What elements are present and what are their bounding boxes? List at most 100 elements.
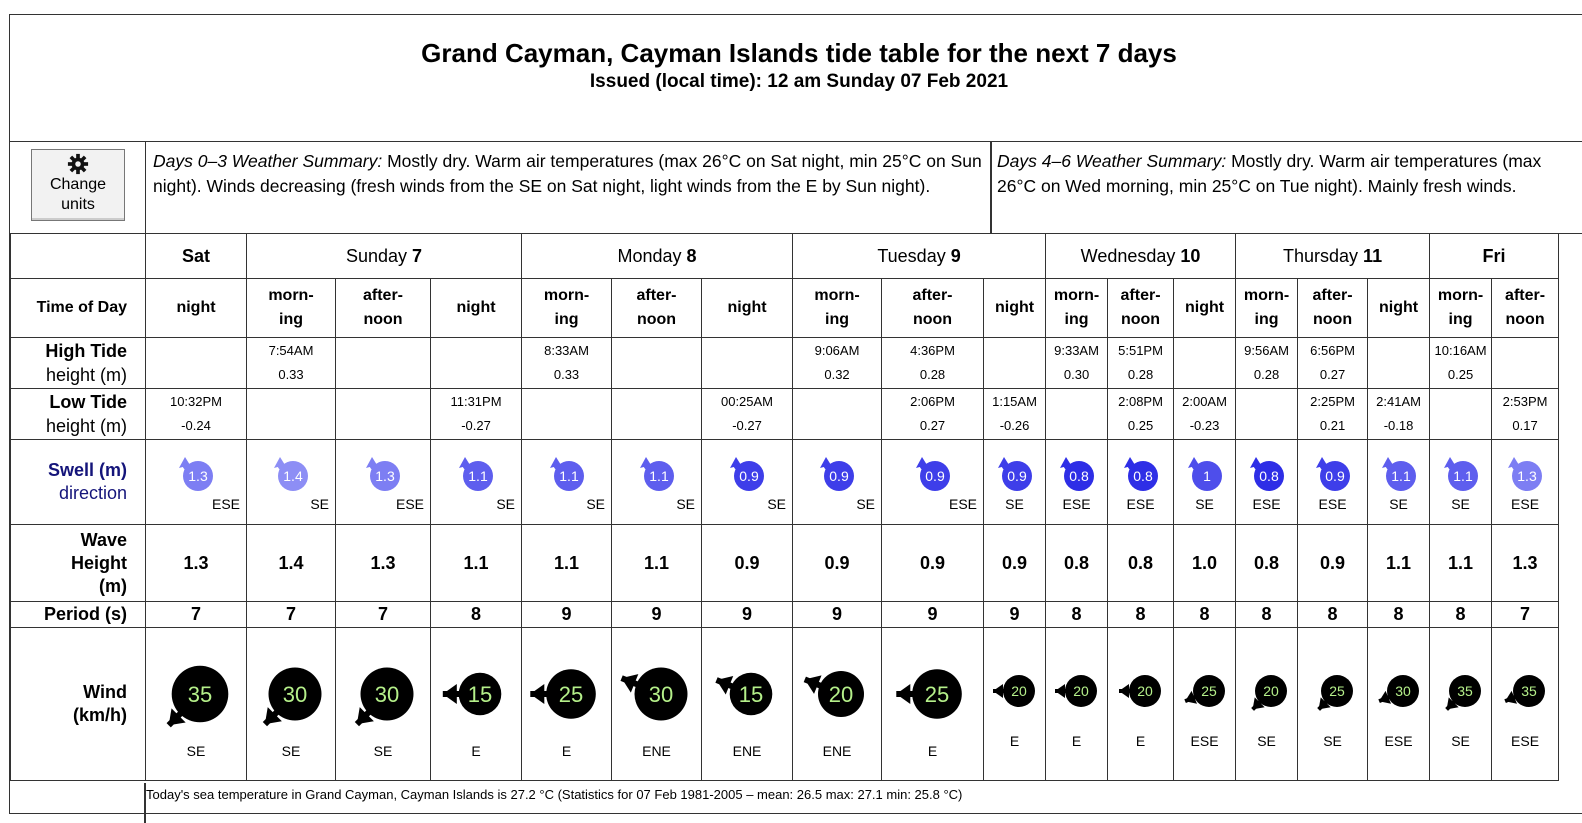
low-tide-time: 11:31PM bbox=[450, 394, 502, 409]
swell-arrow-icon: 0.9 bbox=[820, 457, 855, 491]
swell-cell: 1.3 ESE bbox=[145, 439, 247, 525]
high-tide-cell bbox=[429, 337, 523, 389]
high-tide-cell: 9:06AM 0.32 bbox=[792, 337, 883, 389]
gear-icon bbox=[67, 153, 89, 175]
low-tide-cell bbox=[246, 388, 336, 440]
day-header: Monday 8 bbox=[521, 233, 794, 279]
swell-direction: SE bbox=[310, 496, 329, 512]
time-of-day-cell: morn-ing bbox=[246, 278, 336, 338]
low-tide-cell: 2:25PM 0.21 bbox=[1297, 388, 1369, 440]
swell-height: 0.8 bbox=[1259, 468, 1279, 484]
swell-arrow-icon: 0.9 bbox=[730, 457, 765, 491]
low-tide-height: -0.27 bbox=[461, 418, 491, 433]
day-name: Fri bbox=[1482, 245, 1506, 266]
time-of-day-cell: night bbox=[701, 278, 794, 338]
change-units-button[interactable]: Change units bbox=[31, 149, 125, 221]
swell-height: 0.8 bbox=[1069, 468, 1089, 484]
period-cell: 7 bbox=[335, 601, 431, 628]
wind-direction: SE bbox=[373, 743, 393, 759]
low-tide-cell: 11:31PM -0.27 bbox=[429, 388, 523, 440]
time-of-day: morn-ing bbox=[1437, 287, 1484, 328]
low-tide-cell bbox=[1235, 388, 1299, 440]
time-of-day-cell: night bbox=[1367, 278, 1431, 338]
wave-height: 1.1 bbox=[1386, 552, 1412, 573]
swell-height: 1.4 bbox=[283, 468, 303, 484]
time-of-day-cell: morn-ing bbox=[1235, 278, 1299, 338]
wind-arrow-icon: 20 bbox=[1054, 675, 1097, 707]
day-name: Tuesday bbox=[877, 245, 951, 266]
low-tide-cell bbox=[335, 388, 431, 440]
day-number: 8 bbox=[686, 245, 697, 266]
wind-speed: 25 bbox=[924, 682, 948, 707]
swell-arrow-icon: 1.4 bbox=[274, 457, 308, 491]
swell-arrow-icon: 0.8 bbox=[1249, 457, 1284, 491]
wind-speed: 15 bbox=[468, 682, 492, 707]
high-tide-time: 9:56AM bbox=[1244, 343, 1289, 358]
wind-direction: E bbox=[1071, 733, 1082, 749]
row-label: Wind (km/h) bbox=[10, 627, 146, 781]
sea-temperature-note: Today's sea temperature in Grand Cayman,… bbox=[146, 787, 963, 802]
low-tide-cell: 10:32PM -0.24 bbox=[145, 388, 247, 440]
wind-cell: 15 E bbox=[429, 627, 523, 781]
swell-direction: SE bbox=[1195, 496, 1214, 512]
high-tide-time: 4:36PM bbox=[910, 343, 955, 358]
wave-height-cell: 1.1 bbox=[611, 524, 703, 602]
swell-direction: SE bbox=[1451, 496, 1470, 512]
swell-height: 0.9 bbox=[925, 468, 945, 484]
row-label-text: Swell (m) bbox=[47, 460, 127, 480]
summary-divider bbox=[990, 141, 992, 233]
summary-text: Mostly dry. Warm air temperatures (max 2… bbox=[153, 151, 982, 196]
wind-cell: 20 E bbox=[1045, 627, 1109, 781]
time-of-day: morn-ing bbox=[814, 287, 860, 328]
time-of-day: after-noon bbox=[1120, 287, 1161, 328]
row-label: High Tide height (m) bbox=[10, 337, 146, 389]
wind-cell: 25 E bbox=[881, 627, 985, 781]
period: 7 bbox=[285, 604, 296, 624]
swell-height: 1.1 bbox=[649, 468, 669, 484]
swell-cell: 1.1 SE bbox=[1367, 439, 1431, 525]
wave-height: 1.1 bbox=[644, 552, 670, 573]
row-label-text: Low Tide bbox=[49, 392, 127, 412]
wind-arrow-icon: 30 bbox=[354, 667, 414, 727]
wind-direction: E bbox=[1135, 733, 1146, 749]
swell-direction: ESE bbox=[211, 496, 240, 512]
wind-direction: E bbox=[1009, 733, 1020, 749]
wind-direction: ESE bbox=[1384, 733, 1413, 749]
high-tide-height: 0.28 bbox=[1253, 367, 1280, 382]
high-tide-time: 10:16AM bbox=[1434, 343, 1487, 358]
period: 9 bbox=[1009, 604, 1020, 624]
day-name: Wednesday bbox=[1080, 245, 1181, 266]
time-of-day-cell: morn-ing bbox=[1045, 278, 1109, 338]
period-cell: 9 bbox=[983, 601, 1047, 628]
wave-height: 0.8 bbox=[1064, 552, 1090, 573]
low-tide-cell: 1:15AM -0.26 bbox=[983, 388, 1047, 440]
swell-arrow-icon: 0.9 bbox=[1315, 457, 1350, 491]
day-header: Thursday 11 bbox=[1235, 233, 1431, 279]
swell-direction: ESE bbox=[395, 496, 424, 512]
wave-height: 0.8 bbox=[1128, 552, 1154, 573]
day-number: 9 bbox=[950, 245, 961, 266]
row-label-text: Period (s) bbox=[43, 604, 127, 624]
swell-direction: SE bbox=[856, 496, 876, 512]
swell-height: 1 bbox=[1203, 468, 1211, 484]
time-of-day: morn-ing bbox=[268, 287, 314, 328]
issued-time: Issued (local time): 12 am Sunday 07 Feb… bbox=[589, 71, 1009, 92]
wave-height-cell: 0.9 bbox=[1297, 524, 1369, 602]
wind-cell: 35 SE bbox=[145, 627, 247, 781]
wave-height-cell: 1.3 bbox=[1491, 524, 1560, 602]
time-of-day-cell: morn-ing bbox=[1429, 278, 1493, 338]
high-tide-cell bbox=[611, 337, 703, 389]
high-tide-height: 0.25 bbox=[1447, 367, 1474, 382]
wind-direction: E bbox=[561, 743, 572, 759]
swell-cell: 0.9 SE bbox=[792, 439, 883, 525]
row-label: Time of Day bbox=[10, 278, 146, 338]
period-cell: 9 bbox=[881, 601, 985, 628]
row-label-text: Time of Day bbox=[36, 299, 127, 316]
period-row: Period (s) 7 7 7 8 9 9 9 9 9 9 8 8 8 8 8 8 8 7 bbox=[10, 601, 1560, 628]
period-cell: 7 bbox=[145, 601, 247, 628]
wave-height: 0.9 bbox=[1002, 552, 1028, 573]
wind-cell: 35 SE bbox=[1429, 627, 1493, 781]
swell-cell: 0.8 ESE bbox=[1107, 439, 1175, 525]
swell-height: 0.9 bbox=[829, 468, 849, 484]
wave-height-cell: 1.3 bbox=[145, 524, 247, 602]
